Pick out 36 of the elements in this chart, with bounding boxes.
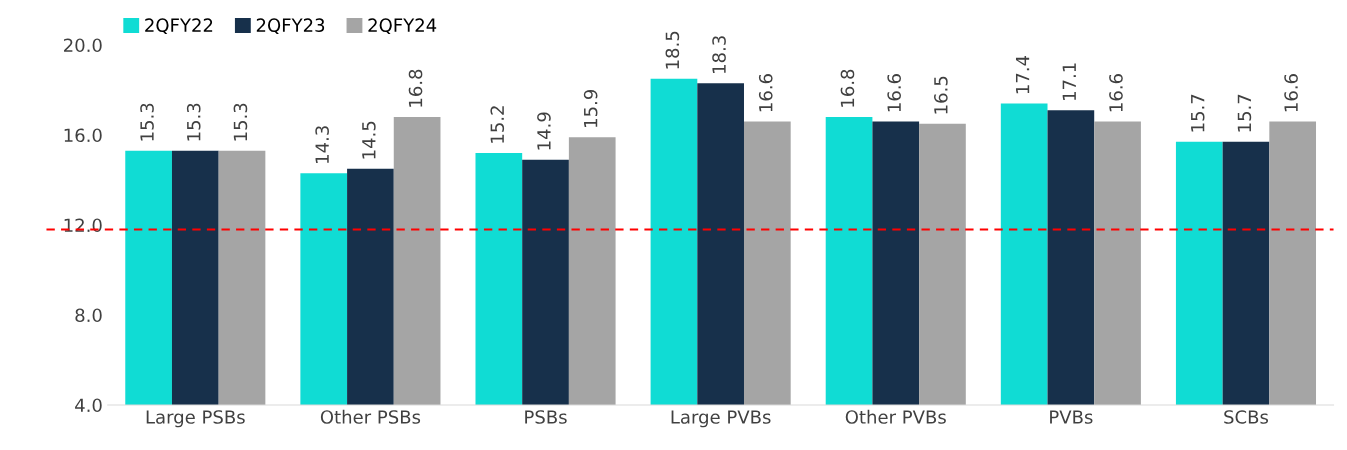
data-label: 15.3 <box>233 103 248 141</box>
legend-label: 2QFY22 <box>145 18 213 35</box>
x-tick-label: Large PVBs <box>671 410 771 428</box>
data-label: 16.6 <box>1109 74 1123 112</box>
data-label: 15.3 <box>140 103 154 141</box>
data-label: 17.4 <box>1015 55 1030 94</box>
x-tick-label: PVBs <box>1050 410 1093 424</box>
data-label: 14.5 <box>362 121 376 159</box>
data-label: 15.7 <box>1191 94 1205 132</box>
data-label: 15.7 <box>1237 94 1252 132</box>
y-tick-label: 16.0 <box>64 128 102 143</box>
x-tick-label: Other PVBs <box>845 409 946 424</box>
data-label: 14.3 <box>315 126 329 163</box>
data-label: 15.2 <box>490 106 505 143</box>
data-label: 16.6 <box>887 74 901 112</box>
x-tick-label: Other PSBs <box>320 409 421 424</box>
data-label: 16.5 <box>934 76 948 114</box>
data-label: 18.3 <box>712 36 726 73</box>
data-label: 15.3 <box>186 103 201 141</box>
data-label: 14.9 <box>537 112 551 150</box>
data-label: 16.6 <box>1284 74 1298 112</box>
data-label: 16.6 <box>758 74 773 112</box>
y-tick-label: 20.0 <box>64 38 102 53</box>
x-tick-label: PSBs <box>525 410 567 424</box>
legend-label: 2QFY24 <box>368 18 437 35</box>
x-tick-label: SCBs <box>1224 410 1269 424</box>
x-tick-label: Large PSBs <box>146 410 245 428</box>
data-label: 15.9 <box>583 89 598 127</box>
data-label: 17.1 <box>1062 63 1076 100</box>
y-tick-label: 12.0 <box>64 218 102 233</box>
y-tick-label: 4.0 <box>75 398 102 413</box>
data-label: 16.8 <box>840 69 855 107</box>
data-label: 16.8 <box>408 69 423 107</box>
legend-label: 2QFY23 <box>256 18 325 35</box>
y-tick-label: 8.0 <box>75 308 102 323</box>
data-label: 18.5 <box>665 31 680 69</box>
